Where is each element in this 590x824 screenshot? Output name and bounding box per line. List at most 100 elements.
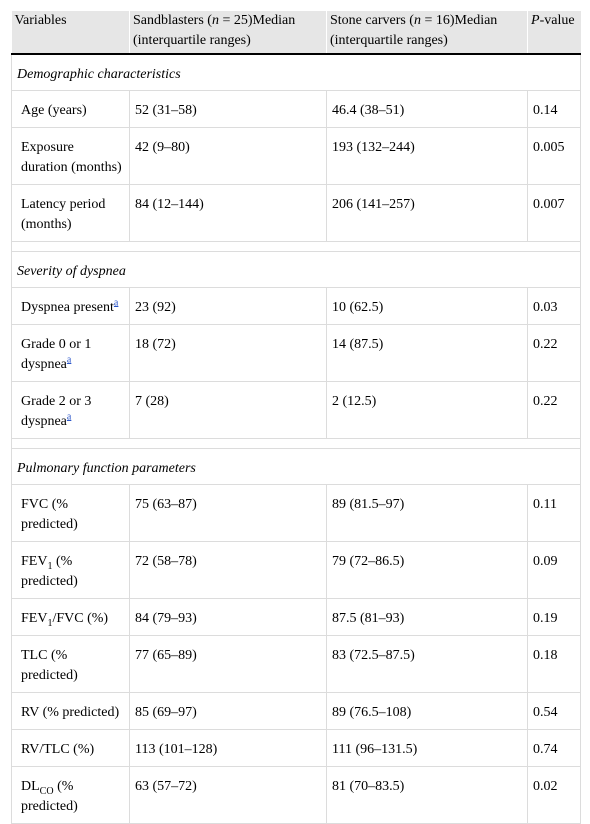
row-label-text: Latency period (months) <box>21 197 106 232</box>
header-stone-pre: Stone carvers ( <box>330 13 414 28</box>
table-body: Demographic characteristics Age (years) … <box>11 53 581 824</box>
cell-sandblasters: 85 (69–97) <box>129 692 327 730</box>
row-label: Grade 0 or 1 dyspneaa <box>11 324 130 382</box>
footnote-link[interactable]: a <box>113 297 119 309</box>
cell-stone-carvers: 10 (62.5) <box>326 287 528 325</box>
row-label: Latency period (months) <box>11 184 130 242</box>
row-label: FEV1 (% predicted) <box>11 541 130 599</box>
cell-p-value: 0.02 <box>527 766 581 824</box>
data-table-container: Variables Sandblasters (n = 25)Median (i… <box>11 11 581 824</box>
row-label-text: TLC (% predicted) <box>21 648 78 683</box>
cell-stone-carvers: 81 (70–83.5) <box>326 766 528 824</box>
row-label-post: (% predicted) <box>21 554 78 589</box>
cell-sandblasters: 18 (72) <box>129 324 327 382</box>
cell-sandblasters: 7 (28) <box>129 381 327 439</box>
cell-sandblasters: 77 (65–89) <box>129 635 327 693</box>
table-row: FEV1/FVC (%) 84 (79–93) 87.5 (81–93) 0.1… <box>11 598 581 636</box>
row-label-main: Grade 0 or 1 dyspnea <box>21 337 92 372</box>
footnote-link[interactable]: a <box>66 411 72 423</box>
cell-p-value: 0.11 <box>527 484 581 542</box>
cell-stone-carvers: 193 (132–244) <box>326 127 528 185</box>
header-p-rest: -value <box>539 13 575 28</box>
cell-p-value: 0.22 <box>527 381 581 439</box>
row-label: FEV1/FVC (%) <box>11 598 130 636</box>
table-row: Dyspnea presenta 23 (92) 10 (62.5) 0.03 <box>11 287 581 325</box>
table-row: RV (% predicted) 85 (69–97) 89 (76.5–108… <box>11 692 581 730</box>
cell-stone-carvers: 46.4 (38–51) <box>326 90 528 128</box>
table-row: TLC (% predicted) 77 (65–89) 83 (72.5–87… <box>11 635 581 693</box>
row-label-sub: 1 <box>47 617 53 629</box>
section-row-demographic: Demographic characteristics <box>11 53 581 91</box>
row-label: TLC (% predicted) <box>11 635 130 693</box>
cell-stone-carvers: 111 (96–131.5) <box>326 729 528 767</box>
row-label-pre: FEV <box>21 554 48 569</box>
spacer-row <box>11 438 581 449</box>
spacer-row <box>11 241 581 252</box>
spacer-cell <box>11 241 581 252</box>
table-row: DLCO (% predicted) 63 (57–72) 81 (70–83.… <box>11 766 581 824</box>
cell-p-value: 0.007 <box>527 184 581 242</box>
cell-p-value: 0.005 <box>527 127 581 185</box>
header-sand-n: n <box>211 13 219 28</box>
cell-p-value: 0.09 <box>527 541 581 599</box>
row-label-text: FVC (% predicted) <box>21 497 78 532</box>
row-label-text: Dyspnea presenta <box>17 298 118 318</box>
table-row: RV/TLC (%) 113 (101–128) 111 (96–131.5) … <box>11 729 581 767</box>
table-row: Age (years) 52 (31–58) 46.4 (38–51) 0.14 <box>11 90 581 128</box>
row-label-text: FEV1 (% predicted) <box>17 552 124 592</box>
header-p-italic: P <box>531 13 540 28</box>
table-row: FVC (% predicted) 75 (63–87) 89 (81.5–97… <box>11 484 581 542</box>
row-label-pre: DL <box>21 779 40 794</box>
cell-sandblasters: 113 (101–128) <box>129 729 327 767</box>
row-label-text: DLCO (% predicted) <box>17 777 124 817</box>
cell-sandblasters: 84 (12–144) <box>129 184 327 242</box>
comparison-table: Variables Sandblasters (n = 25)Median (i… <box>11 11 581 824</box>
header-sandblasters: Sandblasters (n = 25)Median (interquarti… <box>129 11 327 55</box>
cell-p-value: 0.54 <box>527 692 581 730</box>
row-label-text: Age (years) <box>21 103 87 118</box>
cell-sandblasters: 75 (63–87) <box>129 484 327 542</box>
header-variables-text: Variables <box>14 13 67 28</box>
footnote-link[interactable]: a <box>66 354 72 366</box>
header-sand-pre: Sandblasters ( <box>133 13 212 28</box>
header-row: Variables Sandblasters (n = 25)Median (i… <box>11 11 581 55</box>
section-row-pulmonary: Pulmonary function parameters <box>11 448 581 485</box>
table-row: Grade 0 or 1 dyspneaa 18 (72) 14 (87.5) … <box>11 324 581 382</box>
cell-sandblasters: 42 (9–80) <box>129 127 327 185</box>
cell-stone-carvers: 87.5 (81–93) <box>326 598 528 636</box>
cell-p-value: 0.14 <box>527 90 581 128</box>
cell-stone-carvers: 79 (72–86.5) <box>326 541 528 599</box>
section-title: Demographic characteristics <box>11 53 581 91</box>
cell-stone-carvers: 83 (72.5–87.5) <box>326 635 528 693</box>
row-label-sub: CO <box>39 785 54 797</box>
row-label: Age (years) <box>11 90 130 128</box>
header-p-value: P-value <box>527 11 581 55</box>
header-stone-n: n <box>413 13 421 28</box>
table-row: Latency period (months) 84 (12–144) 206 … <box>11 184 581 242</box>
cell-stone-carvers: 2 (12.5) <box>326 381 528 439</box>
row-label: Grade 2 or 3 dyspneaa <box>11 381 130 439</box>
section-title: Severity of dyspnea <box>11 251 581 288</box>
row-label-pre: FEV <box>21 611 48 626</box>
section-title: Pulmonary function parameters <box>11 448 581 485</box>
row-label-text: Grade 0 or 1 dyspneaa <box>17 335 124 375</box>
cell-stone-carvers: 206 (141–257) <box>326 184 528 242</box>
table-row: FEV1 (% predicted) 72 (58–78) 79 (72–86.… <box>11 541 581 599</box>
table-row: Exposure duration (months) 42 (9–80) 193… <box>11 127 581 185</box>
row-label: Dyspnea presenta <box>11 287 130 325</box>
row-label-main: Grade 2 or 3 dyspnea <box>21 394 92 429</box>
cell-p-value: 0.18 <box>527 635 581 693</box>
cell-stone-carvers: 89 (81.5–97) <box>326 484 528 542</box>
cell-stone-carvers: 14 (87.5) <box>326 324 528 382</box>
cell-sandblasters: 63 (57–72) <box>129 766 327 824</box>
header-stone-post: = 16)Median (interquartile ranges) <box>330 13 498 48</box>
row-label-text: RV/TLC (%) <box>21 742 95 757</box>
cell-sandblasters: 84 (79–93) <box>129 598 327 636</box>
row-label-text: FEV1/FVC (%) <box>17 609 108 629</box>
section-row-dyspnea: Severity of dyspnea <box>11 251 581 288</box>
row-label-main: Dyspnea present <box>21 300 114 315</box>
spacer-cell <box>11 438 581 449</box>
cell-sandblasters: 23 (92) <box>129 287 327 325</box>
cell-p-value: 0.19 <box>527 598 581 636</box>
row-label: RV/TLC (%) <box>11 729 130 767</box>
